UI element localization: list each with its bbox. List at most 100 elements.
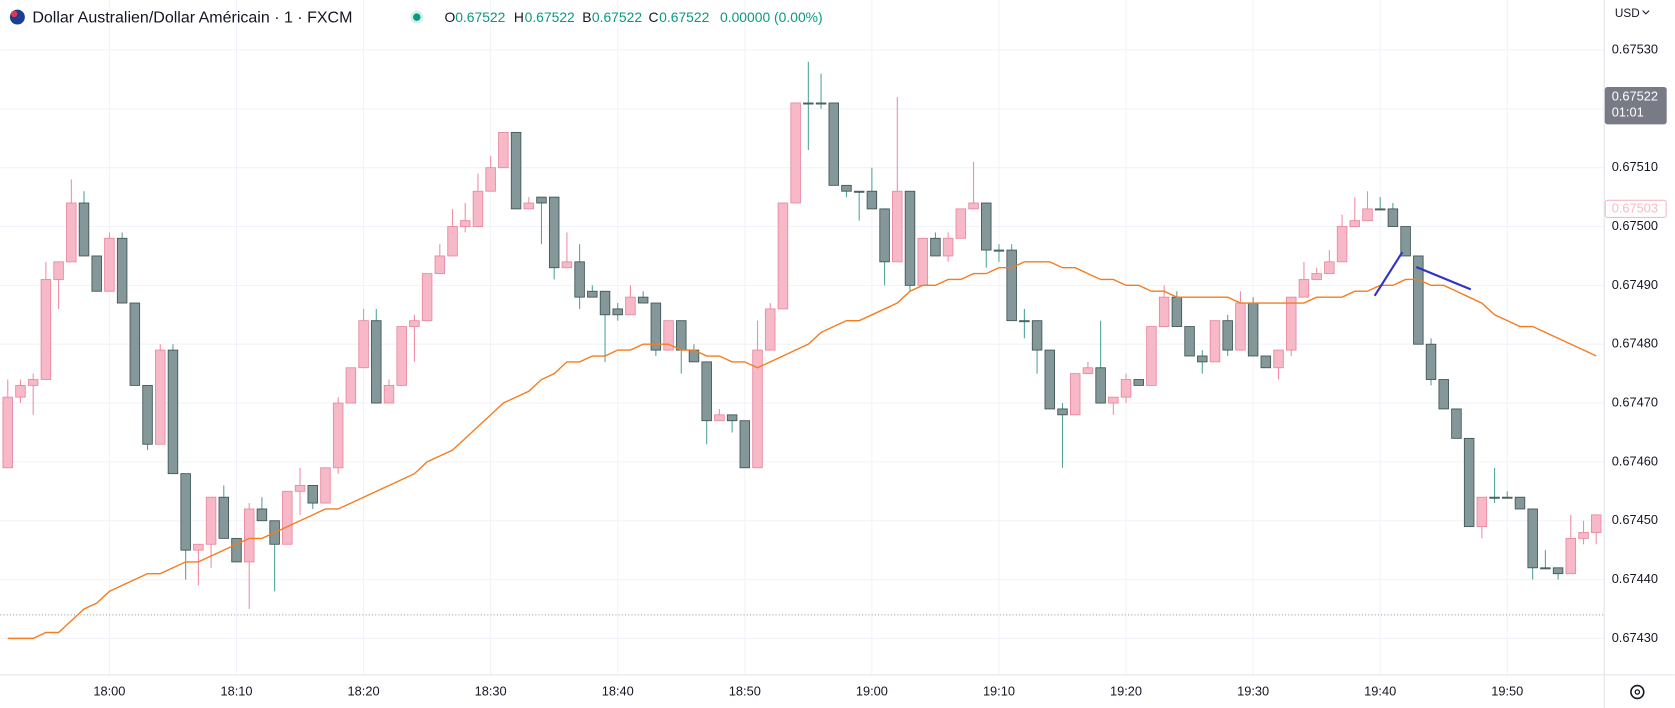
candle-body bbox=[256, 508, 268, 522]
candle-body bbox=[1374, 208, 1386, 211]
candle-body bbox=[904, 190, 916, 286]
y-tick-label: 0.67530 bbox=[1612, 41, 1658, 56]
x-tick-label: 18:00 bbox=[93, 683, 125, 698]
candle-body bbox=[1120, 379, 1132, 398]
candle-body bbox=[1197, 355, 1208, 363]
candle-body bbox=[981, 202, 992, 251]
change-value: 0.00000 (0.00%) bbox=[720, 9, 823, 25]
trend-line[interactable] bbox=[1373, 251, 1404, 297]
candle-body bbox=[1069, 373, 1081, 416]
candle-body bbox=[803, 102, 814, 105]
y-tick-label: 0.67500 bbox=[1612, 218, 1658, 233]
candle-body bbox=[1349, 220, 1361, 227]
candle-body bbox=[1184, 326, 1195, 357]
candle-body bbox=[1235, 302, 1246, 351]
candle-body bbox=[460, 220, 471, 227]
candle-body bbox=[1044, 349, 1056, 410]
candle-body bbox=[599, 290, 611, 316]
y-tick-label: 0.67460 bbox=[1612, 453, 1658, 468]
candle-body bbox=[1286, 296, 1297, 351]
y-tick-label: 0.67430 bbox=[1612, 630, 1658, 645]
candle-body bbox=[1540, 567, 1551, 570]
candle-body bbox=[396, 326, 407, 386]
candle-body bbox=[1489, 496, 1500, 499]
candle-body bbox=[358, 320, 369, 369]
candle-body bbox=[1057, 408, 1068, 416]
candle-body bbox=[447, 226, 458, 257]
candle-body bbox=[66, 202, 77, 263]
candle-body bbox=[1019, 320, 1030, 323]
ohlc-key: H bbox=[514, 9, 524, 25]
trend-line[interactable] bbox=[1415, 265, 1472, 291]
status-dot bbox=[413, 13, 421, 21]
price-badge-countdown: 01:01 bbox=[1612, 104, 1644, 119]
candle-body bbox=[2, 396, 13, 469]
x-tick-label: 19:00 bbox=[856, 683, 888, 698]
candle-body bbox=[892, 190, 903, 263]
candle-body bbox=[536, 196, 547, 204]
candle-body bbox=[574, 261, 585, 298]
candle-body bbox=[510, 131, 522, 210]
candle-body bbox=[104, 237, 115, 292]
candle-body bbox=[27, 379, 39, 386]
candle-body bbox=[307, 485, 318, 504]
candle-body bbox=[587, 290, 598, 298]
candle-body bbox=[1273, 349, 1284, 369]
candle-body bbox=[116, 237, 128, 304]
x-tick-label: 19:20 bbox=[1110, 683, 1142, 698]
candle-body bbox=[205, 496, 217, 545]
candle-body bbox=[1438, 379, 1449, 410]
y-tick-label: 0.67470 bbox=[1612, 394, 1658, 409]
gear-icon-center bbox=[1634, 689, 1641, 695]
price-badge-label: 0.67503 bbox=[1612, 200, 1658, 215]
candle-body bbox=[1476, 496, 1488, 528]
candle-body bbox=[78, 202, 90, 257]
ohlc-value: 0.67522 bbox=[455, 9, 505, 25]
ohlc-value: 0.67522 bbox=[592, 9, 642, 25]
candle-body bbox=[294, 485, 306, 492]
candle-body bbox=[752, 349, 763, 469]
symbol-title[interactable]: Dollar Australien/Dollar Américain · 1 ·… bbox=[32, 9, 352, 26]
candle-body bbox=[167, 349, 179, 475]
candle-body bbox=[231, 537, 242, 563]
candle-body bbox=[1209, 320, 1221, 363]
candle-body bbox=[421, 273, 433, 322]
candle-body bbox=[1171, 296, 1183, 327]
candle-body bbox=[1260, 355, 1272, 369]
ohlc-value: 0.67522 bbox=[525, 9, 575, 25]
x-tick-label: 18:50 bbox=[729, 683, 761, 698]
y-tick-label: 0.67480 bbox=[1612, 336, 1658, 351]
currency-selector[interactable]: USD bbox=[1615, 7, 1640, 20]
y-tick-label: 0.67510 bbox=[1612, 159, 1658, 174]
gear-icon[interactable] bbox=[1630, 684, 1645, 700]
moving-average-line bbox=[7, 261, 1597, 640]
x-tick-label: 18:40 bbox=[602, 683, 634, 698]
candle-body bbox=[1336, 226, 1348, 263]
candle-body bbox=[434, 255, 446, 275]
x-tick-label: 19:30 bbox=[1237, 683, 1269, 698]
candle-body bbox=[790, 102, 801, 204]
candle-body bbox=[155, 349, 166, 445]
candle-body bbox=[917, 237, 928, 286]
settings-button[interactable] bbox=[1630, 684, 1645, 700]
candle-body bbox=[650, 302, 662, 351]
price-badge bbox=[1604, 86, 1667, 125]
candle-body bbox=[968, 202, 979, 210]
drawing[interactable] bbox=[1373, 251, 1472, 297]
ohlc-key: O bbox=[445, 9, 456, 25]
candle-body bbox=[91, 255, 102, 292]
candle-body bbox=[548, 196, 560, 269]
x-tick-label: 19:40 bbox=[1364, 683, 1396, 698]
candle-body bbox=[612, 308, 623, 316]
currency-caret bbox=[1642, 10, 1650, 15]
candle-body bbox=[1146, 326, 1157, 386]
candle-body bbox=[383, 384, 395, 404]
candle-body bbox=[320, 467, 331, 504]
candle-body bbox=[1590, 514, 1602, 533]
candle-body bbox=[1578, 532, 1589, 539]
price-badge bbox=[1604, 199, 1667, 218]
candle-body bbox=[676, 320, 687, 351]
candle-body bbox=[637, 296, 649, 304]
candle-body bbox=[1082, 367, 1094, 375]
candle-body bbox=[1222, 320, 1233, 351]
